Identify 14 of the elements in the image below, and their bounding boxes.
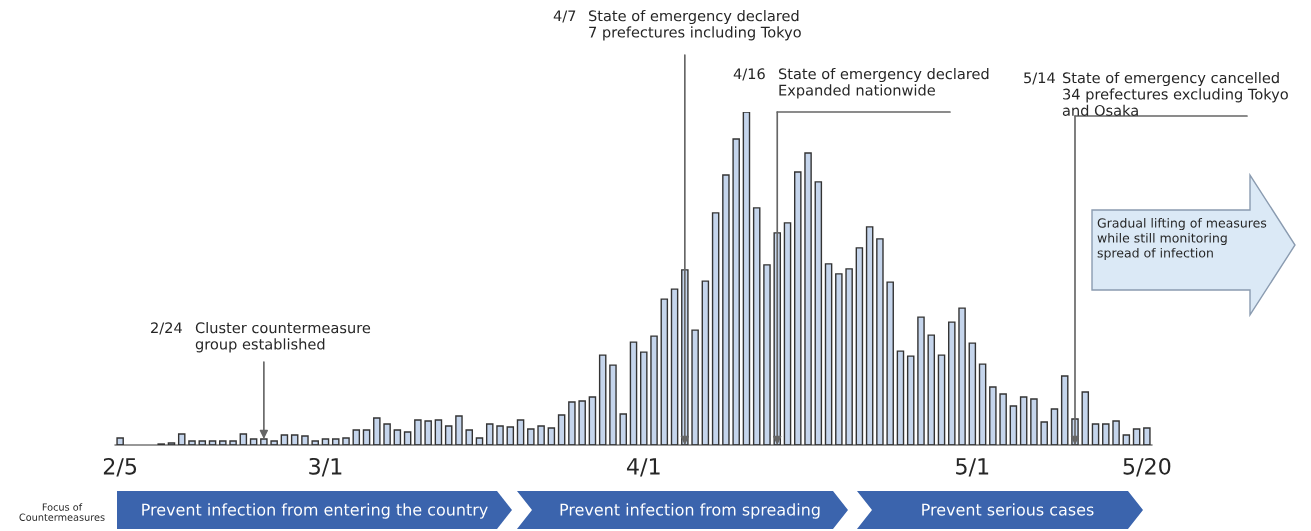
x-tick-label: 5/1 bbox=[956, 458, 989, 477]
text: 4/16 State of emergency declared Expanded nationwide bbox=[733, 68, 989, 99]
x-tick-label: 4/1 bbox=[626, 458, 660, 477]
x-tick-label: 5/20 bbox=[1123, 457, 1171, 477]
annotation: 5/14 State of emergency cancelled 34 prefectures excluding Tokyo and Osaka bbox=[1024, 72, 1288, 116]
text: Prevent infection from spreading bbox=[560, 503, 820, 519]
text: Focus of Countermeasures bbox=[19, 503, 105, 521]
text: 4/7 State of emergency declared 7 prefectures including Tokyo bbox=[553, 10, 801, 41]
text: Prevent serious cases bbox=[922, 503, 1094, 516]
annotation: Gradual lifting of measures while still monitoring spread of infection bbox=[1097, 218, 1267, 260]
annotation: 2/24 Cluster countermeasure group established bbox=[151, 322, 371, 353]
x-tick-label: 2/5 bbox=[103, 457, 137, 477]
x-tick-label: 3/1 bbox=[309, 457, 342, 477]
text: Prevent infection from entering the country bbox=[142, 503, 488, 519]
